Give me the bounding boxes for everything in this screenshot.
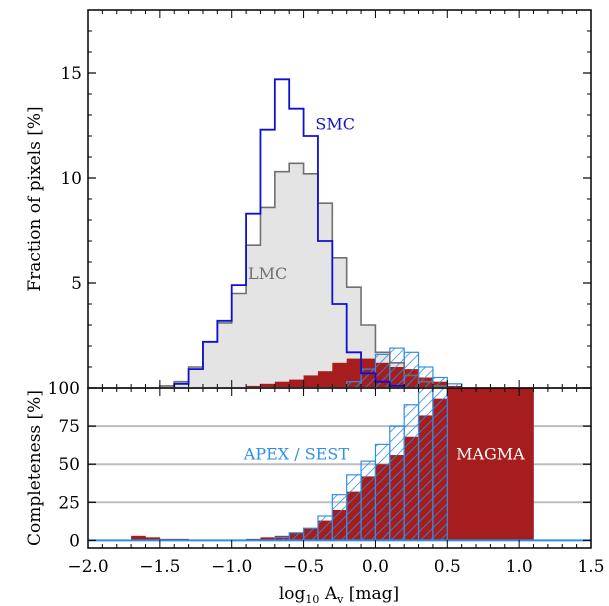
magma-bar (346, 358, 362, 388)
bottom-panel: 0 25 50 75 100 −2.0 −1.5 −1.0 −0.5 0.0 0.5 1.0 1.5 C… (25, 379, 605, 606)
magma-bar (332, 362, 347, 388)
top-annotation: LMC (248, 264, 287, 283)
bottom-annotation: MAGMA (456, 445, 525, 464)
x-tick-label: −0.5 (283, 557, 324, 577)
x-tick-label: −2.0 (67, 557, 108, 577)
bottom-y-tick-label: 75 (58, 417, 80, 437)
apex-completeness-bar (288, 532, 305, 541)
apex-completeness-bar (331, 494, 348, 541)
x-tick-label: −1.0 (211, 557, 252, 577)
x-axis-label: log10 Av [mag] (279, 584, 399, 606)
apex-completeness-bar (389, 425, 405, 541)
lmc-histogram-line (131, 162, 491, 388)
bottom-y-tick-label: 50 (58, 455, 80, 475)
bottom-y-axis-label: Completeness [%] (25, 390, 45, 546)
magma-completeness-bar (131, 535, 146, 541)
apex-completeness-bar (317, 515, 333, 541)
apex-bar (403, 351, 420, 388)
magma-bar (303, 375, 319, 388)
bottom-y-tick-label: 100 (48, 379, 80, 399)
x-tick-label: 0.0 (362, 557, 389, 577)
x-tick-label: 1.5 (577, 557, 604, 577)
apex-completeness-bar (360, 460, 377, 541)
magma-bar (260, 383, 276, 388)
apex-completeness-bar (432, 388, 448, 541)
bottom-panel-ticks: 0 25 50 75 100 −2.0 −1.5 −1.0 −0.5 0.0 0.5 1.0 1.5 (48, 379, 605, 577)
magma-bar (274, 381, 290, 388)
top-y-tick-label: 5 (71, 274, 82, 294)
apex-completeness-bar (346, 474, 362, 541)
apex-completeness-bar (302, 527, 319, 541)
magma-bar (289, 379, 304, 388)
apex-bar (417, 366, 434, 388)
bottom-y-tick-label: 0 (69, 531, 80, 551)
top-panel-marks (88, 78, 491, 388)
magma-bar (246, 385, 261, 388)
apex-bar (374, 353, 391, 388)
apex-bar (360, 368, 377, 388)
bottom-annotation: APEX / SEST (243, 445, 350, 464)
top-y-tick-label: 10 (60, 169, 82, 189)
bottom-annotations: APEX / SEST MAGMA (243, 445, 525, 464)
top-y-tick-label: 15 (60, 64, 82, 84)
bottom-panel-frame (87, 387, 592, 549)
magma-completeness-bar (260, 537, 276, 541)
lmc-fill-area (131, 163, 491, 388)
x-tick-label: 0.5 (434, 557, 461, 577)
top-annotations: SMC LMC (248, 115, 355, 283)
magma-completeness-bar (145, 537, 161, 541)
apex-completeness-bar (374, 443, 391, 541)
top-y-axis-label: Fraction of pixels [%] (25, 106, 45, 291)
top-annotation: SMC (315, 115, 355, 134)
bottom-y-tick-label: 25 (58, 493, 80, 513)
top-panel-ticks: 5 10 15 (60, 10, 592, 388)
apex-completeness-bar (403, 404, 420, 541)
bottom-panel-marks (88, 388, 591, 542)
top-panel: 5 10 15 Fraction of pixels [%] SMC LMC (25, 9, 592, 389)
x-tick-label: −1.5 (139, 557, 180, 577)
x-tick-label: 1.0 (506, 557, 533, 577)
magma-bar (317, 371, 333, 388)
magma-completeness-bar (447, 388, 534, 541)
apex-completeness-bar (417, 388, 434, 541)
apex-bar (389, 347, 405, 388)
